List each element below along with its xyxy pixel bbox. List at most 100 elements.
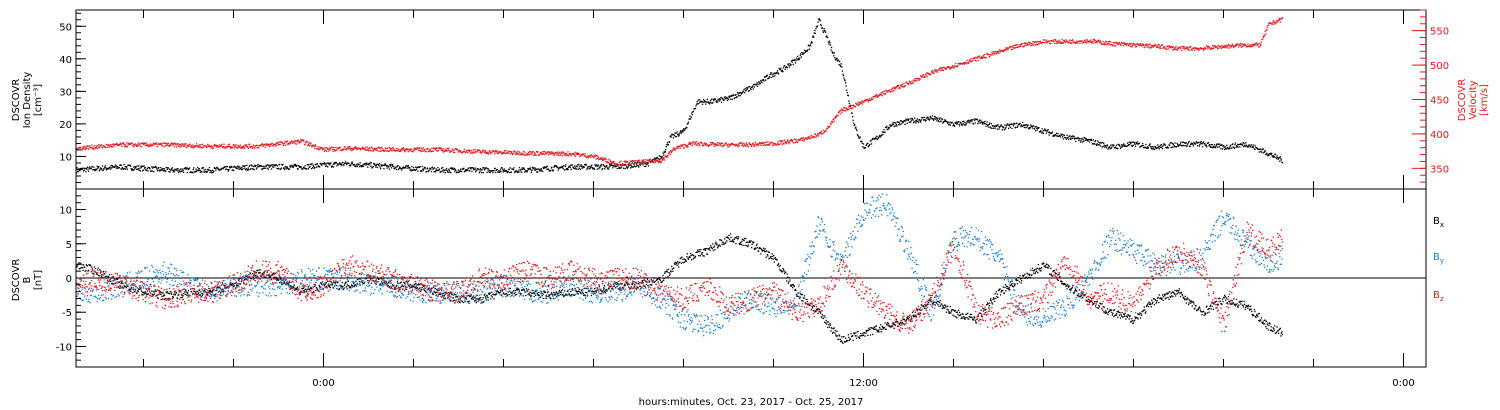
density-point: [360, 165, 362, 167]
density-point: [631, 162, 633, 164]
bx-point: [146, 290, 148, 292]
density-point: [1199, 141, 1201, 143]
velocity-point: [1085, 42, 1088, 44]
density-point: [1207, 142, 1210, 144]
velocity-point: [198, 146, 200, 148]
density-point: [829, 42, 831, 44]
velocity-point: [463, 148, 465, 150]
velocity-point: [420, 150, 422, 153]
density-point: [901, 120, 903, 122]
velocity-point: [1279, 19, 1281, 21]
velocity-point: [1177, 47, 1179, 49]
velocity-point: [997, 50, 1000, 52]
velocity-point: [149, 144, 151, 146]
velocity-point: [1262, 37, 1265, 39]
density-point: [634, 162, 636, 164]
density-series: [76, 18, 1284, 174]
density-point: [1059, 136, 1062, 138]
density-point: [330, 166, 333, 168]
density-point: [251, 165, 253, 167]
density-point: [162, 168, 164, 170]
bx-point: [185, 289, 187, 291]
density-point: [441, 167, 443, 169]
density-point: [371, 166, 374, 169]
density-point: [355, 166, 357, 168]
density-point: [542, 166, 544, 169]
velocity-point: [1026, 43, 1029, 45]
velocity-point: [303, 140, 305, 142]
velocity-point: [532, 151, 535, 153]
density-point: [163, 168, 165, 170]
bx-point: [218, 286, 220, 289]
velocity-point: [1011, 46, 1013, 48]
density-point: [1003, 129, 1005, 131]
velocity-point: [216, 145, 218, 147]
density-point: [900, 120, 902, 122]
density-point: [310, 168, 313, 170]
velocity-point: [965, 63, 968, 65]
density-point: [880, 136, 882, 138]
density-point: [1262, 148, 1265, 150]
density-point: [321, 164, 323, 167]
velocity-point: [945, 67, 948, 69]
velocity-point: [992, 54, 994, 56]
velocity-point: [1035, 41, 1037, 43]
density-point: [1280, 159, 1282, 161]
density-point: [985, 125, 987, 127]
velocity-point: [285, 144, 287, 146]
density-point: [1132, 144, 1135, 146]
velocity-point: [446, 150, 448, 152]
velocity-point: [254, 147, 256, 149]
velocity-point: [1279, 21, 1281, 23]
velocity-point: [481, 151, 483, 153]
velocity-point: [1123, 42, 1125, 44]
density-point: [213, 167, 215, 169]
density-point: [121, 168, 123, 170]
velocity-point: [1196, 47, 1198, 49]
bx-point: [309, 287, 312, 289]
bx-point: [143, 292, 145, 294]
velocity-point: [670, 150, 672, 152]
velocity-point: [1152, 44, 1154, 47]
velocity-point: [1128, 44, 1130, 46]
density-point: [278, 168, 280, 170]
velocity-point: [1056, 42, 1058, 44]
density-point: [479, 168, 482, 170]
density-point: [728, 96, 731, 98]
bx-point: [78, 262, 80, 264]
velocity-point: [407, 151, 409, 153]
velocity-point: [202, 146, 204, 149]
density-point: [1242, 142, 1244, 144]
density-tick-label: 40: [59, 55, 72, 66]
velocity-point: [691, 145, 693, 147]
velocity-point: [1259, 45, 1261, 47]
density-point: [147, 170, 149, 172]
velocity-point: [437, 147, 439, 149]
bx-point: [109, 279, 111, 281]
density-point: [276, 165, 279, 167]
velocity-point: [1061, 42, 1063, 45]
velocity-point: [1185, 47, 1187, 49]
density-point: [840, 63, 842, 65]
density-point: [261, 168, 264, 170]
velocity-point: [388, 146, 390, 149]
density-point: [1103, 144, 1105, 146]
bx-point: [267, 274, 269, 276]
velocity-point: [1267, 24, 1270, 26]
velocity-point: [1079, 42, 1081, 44]
bx-point: [166, 291, 168, 293]
velocity-point: [637, 160, 639, 162]
density-point: [1183, 145, 1185, 147]
velocity-point: [1281, 18, 1283, 20]
velocity-point: [1113, 42, 1115, 44]
density-point: [551, 169, 553, 171]
density-point: [292, 166, 294, 169]
bx-point: [303, 291, 306, 293]
velocity-point: [866, 99, 868, 102]
bx-point: [215, 289, 217, 292]
velocity-point: [80, 146, 82, 148]
velocity-point: [165, 144, 167, 146]
bx-point: [227, 290, 229, 292]
velocity-point: [997, 51, 999, 54]
velocity-point: [851, 105, 853, 107]
